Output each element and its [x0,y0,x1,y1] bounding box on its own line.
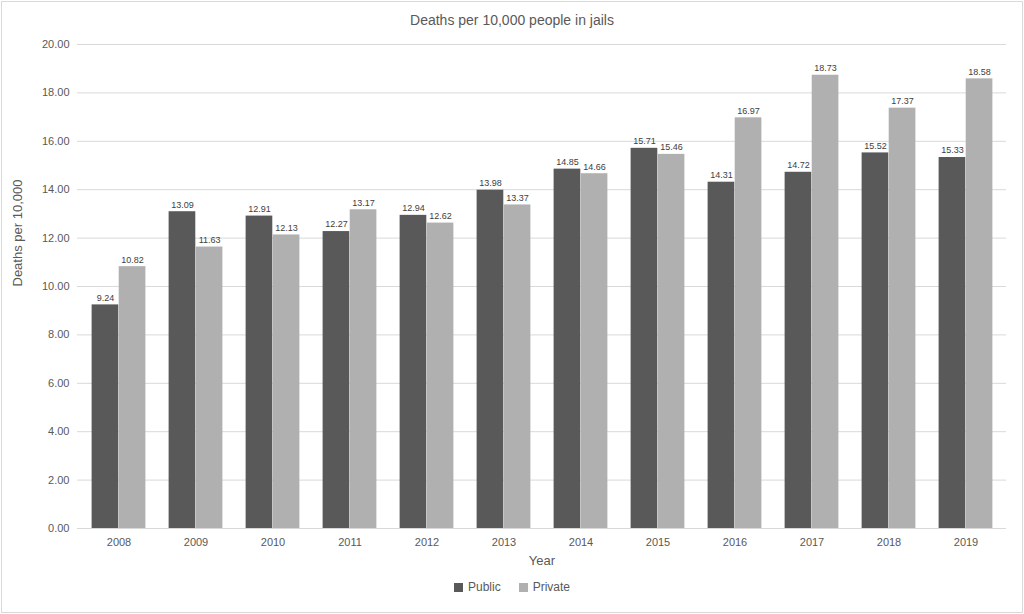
svg-text:18.73: 18.73 [814,63,837,73]
svg-text:Deaths per 10,000: Deaths per 10,000 [10,180,25,287]
svg-text:16.97: 16.97 [737,106,760,116]
svg-text:8.00: 8.00 [48,328,69,340]
html-text:Private: Private [532,580,570,594]
svg-text:18.00: 18.00 [42,86,70,98]
svg-text:2013: 2013 [492,536,516,548]
svg-text:12.62: 12.62 [429,211,452,221]
svg-text:Year: Year [529,553,556,568]
svg-text:2.00: 2.00 [48,474,69,486]
svg-text:2009: 2009 [184,536,208,548]
svg-text:12.91: 12.91 [248,204,271,214]
svg-text:14.66: 14.66 [583,162,606,172]
svg-text:9.24: 9.24 [97,293,115,303]
svg-text:2014: 2014 [569,536,593,548]
svg-text:4.00: 4.00 [48,425,69,437]
svg-text:11.63: 11.63 [199,235,221,245]
svg-text:12.27: 12.27 [325,219,348,229]
svg-text:10.82: 10.82 [121,255,144,265]
svg-text:14.31: 14.31 [710,170,733,180]
svg-text:2019: 2019 [954,536,978,548]
svg-text:6.00: 6.00 [48,377,69,389]
svg-text:13.98: 13.98 [479,178,502,188]
svg-text:20.00: 20.00 [42,38,70,50]
svg-text:13.09: 13.09 [171,200,194,210]
html-text:Public: Public [468,580,501,594]
svg-text:0.00: 0.00 [48,522,69,534]
svg-text:15.52: 15.52 [864,141,887,151]
svg-text:10.00: 10.00 [42,280,70,292]
svg-text:18.58: 18.58 [968,67,991,77]
svg-text:12.13: 12.13 [275,223,298,233]
svg-text:17.37: 17.37 [891,96,914,106]
html-text:Deaths per 10,000 people in ja: Deaths per 10,000 people in jails [410,12,614,28]
svg-text:16.00: 16.00 [42,135,70,147]
svg-text:2012: 2012 [415,536,439,548]
svg-text:2018: 2018 [877,536,901,548]
svg-text:2010: 2010 [261,536,285,548]
svg-text:15.33: 15.33 [941,145,964,155]
svg-text:15.71: 15.71 [633,136,656,146]
svg-text:2008: 2008 [107,536,131,548]
svg-text:14.00: 14.00 [42,183,70,195]
svg-text:2011: 2011 [338,536,362,548]
svg-text:13.37: 13.37 [506,193,529,203]
svg-text:2015: 2015 [646,536,670,548]
svg-text:14.72: 14.72 [787,160,810,170]
svg-text:2017: 2017 [800,536,824,548]
svg-text:15.46: 15.46 [660,142,683,152]
svg-text:12.94: 12.94 [402,203,425,213]
svg-text:14.85: 14.85 [556,157,579,167]
svg-text:13.17: 13.17 [352,198,375,208]
svg-text:12.00: 12.00 [42,232,70,244]
svg-text:2016: 2016 [723,536,747,548]
